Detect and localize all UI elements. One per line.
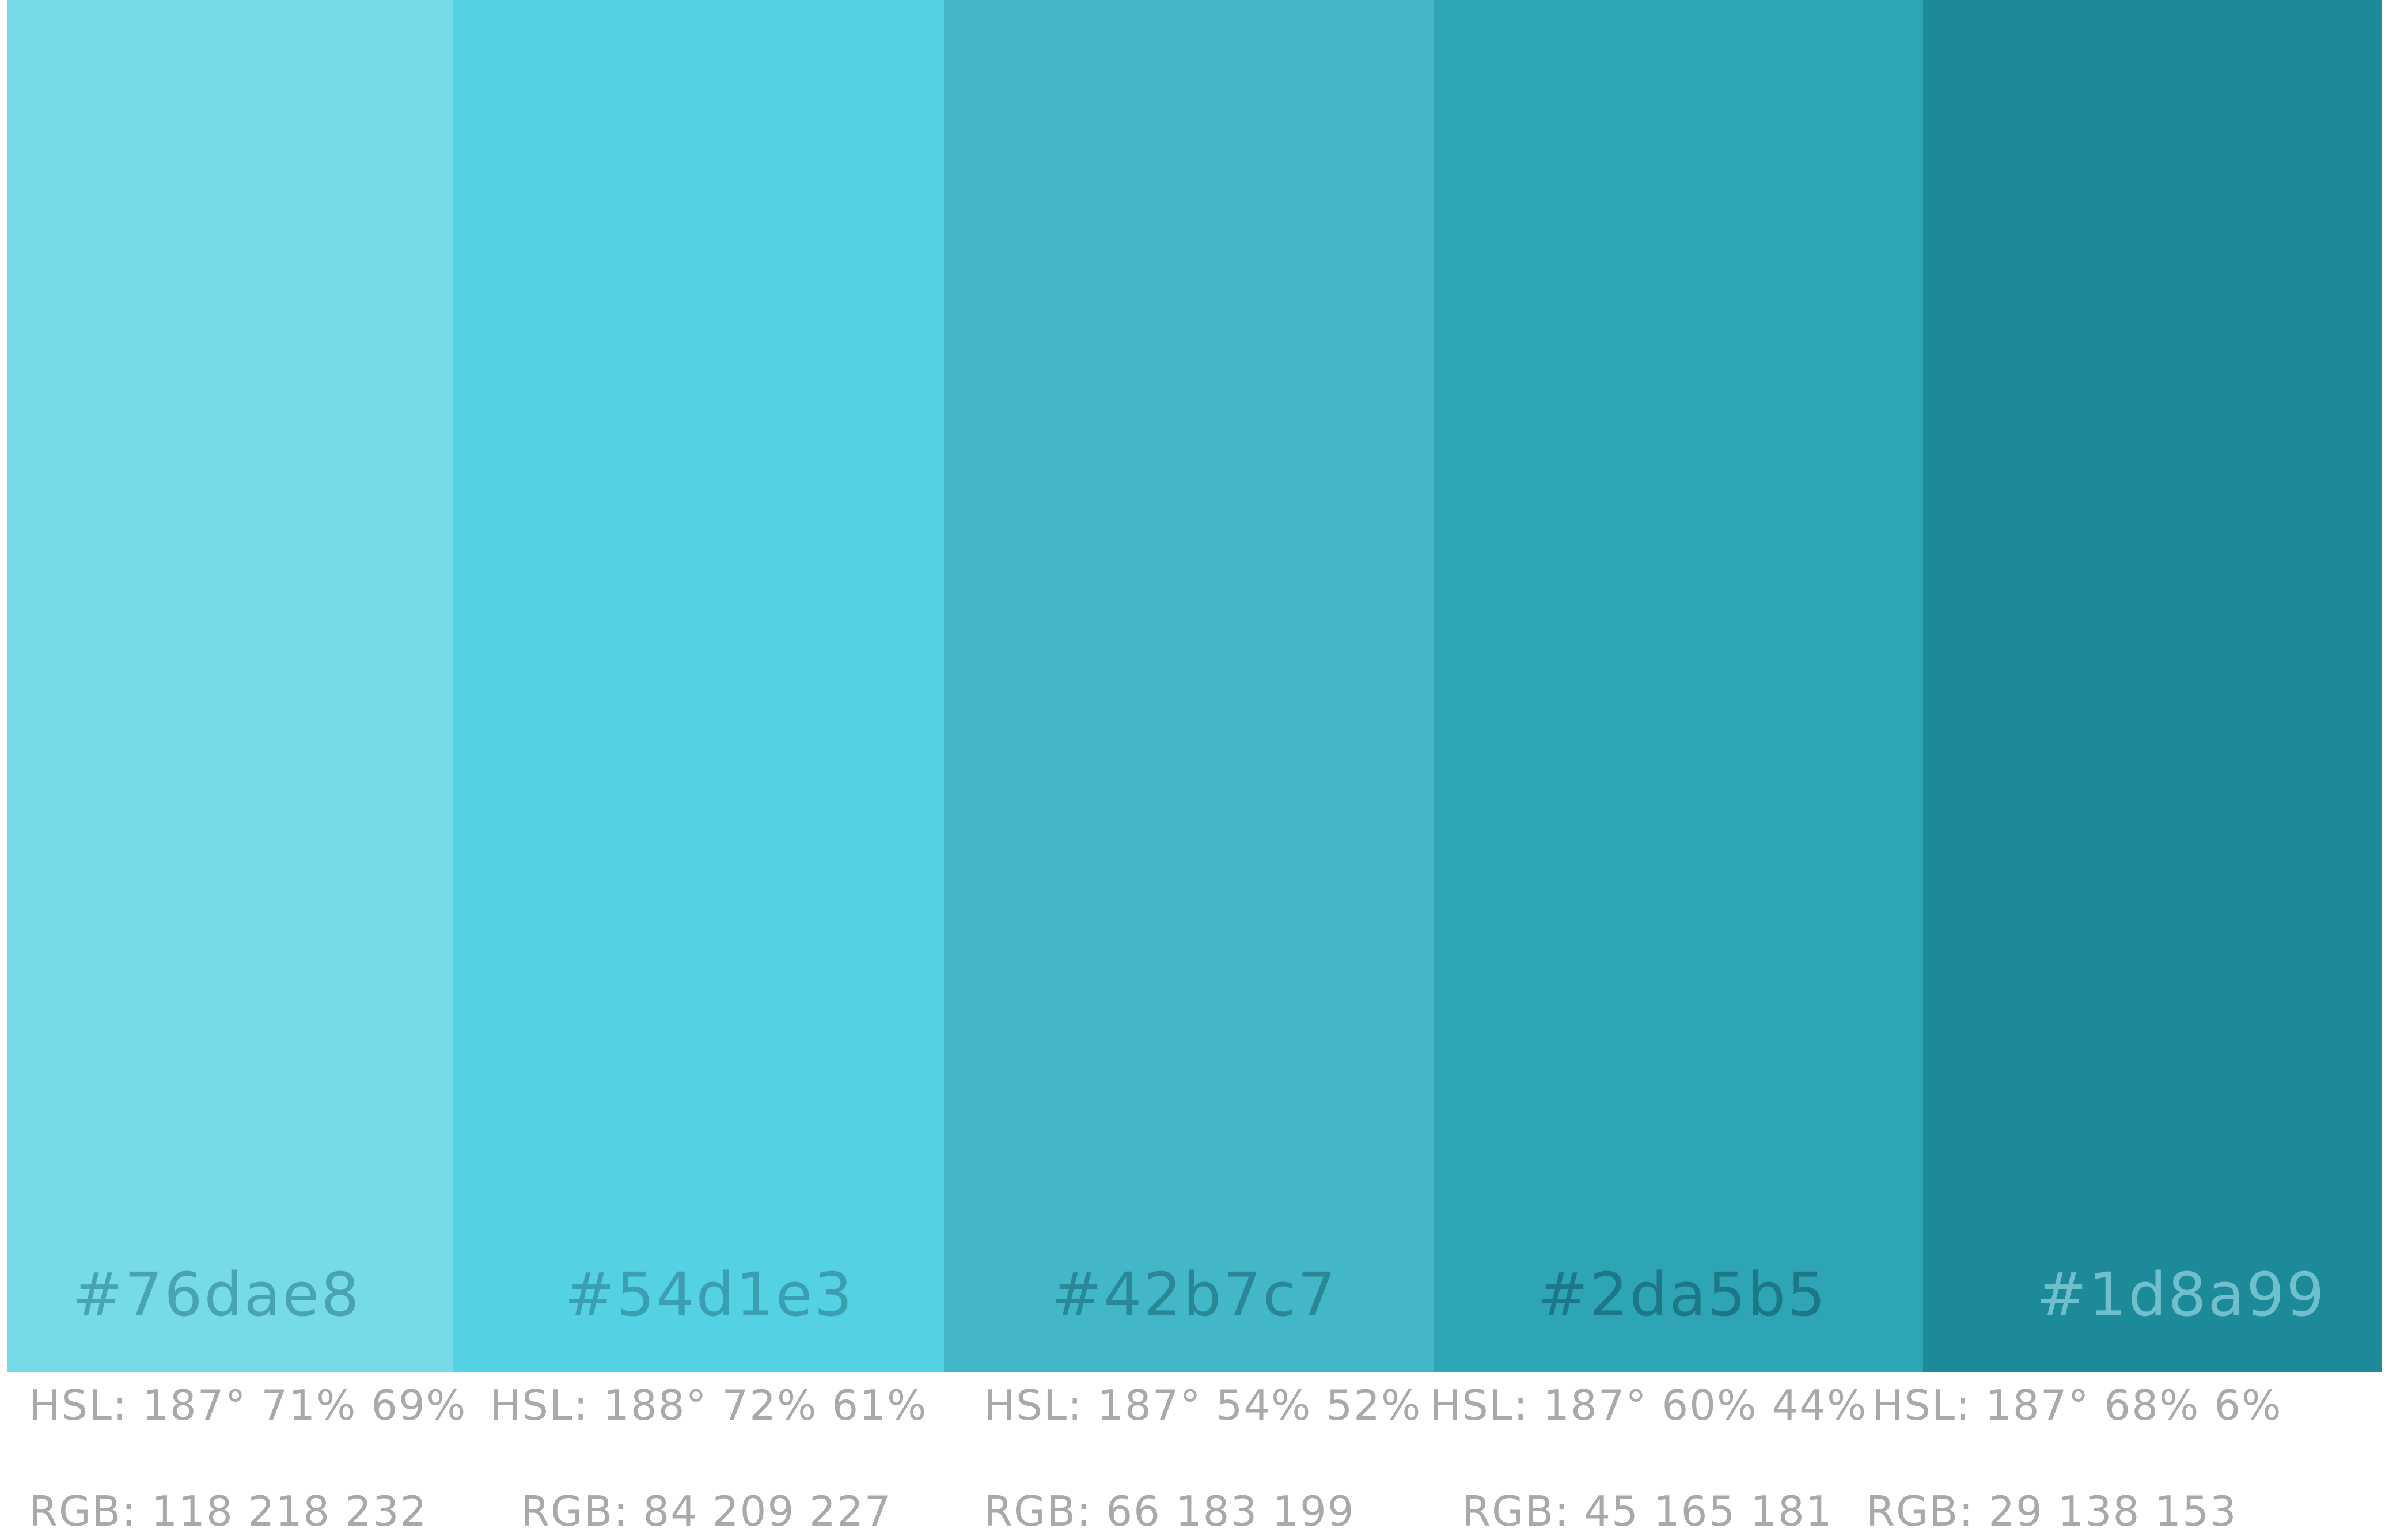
color-swatch <box>7 0 453 1372</box>
rgb-value: RGB: 118 218 232 <box>29 1487 428 1535</box>
rgb-value: RGB: 66 183 199 <box>984 1487 1355 1535</box>
hsl-value: HSL: 187° 71% 69% <box>29 1381 467 1429</box>
color-swatch <box>1923 0 2382 1372</box>
hex-code-label: #42b7c7 <box>1052 1260 1338 1330</box>
color-swatch <box>453 0 944 1372</box>
color-swatch <box>944 0 1434 1372</box>
hsl-value: HSL: 187° 54% 52% <box>984 1381 1422 1429</box>
rgb-value: RGB: 45 165 181 <box>1462 1487 1833 1535</box>
hex-code-label: #2da5b5 <box>1538 1260 1827 1330</box>
color-palette <box>7 0 2382 1372</box>
rgb-value: RGB: 84 209 227 <box>521 1487 892 1535</box>
hex-code-label: #54d1e3 <box>564 1260 854 1330</box>
hex-code-label: #1d8a99 <box>2037 1260 2326 1330</box>
hsl-value: HSL: 188° 72% 61% <box>490 1381 928 1429</box>
hex-code-label: #76dae8 <box>73 1260 361 1330</box>
color-swatch <box>1434 0 1923 1372</box>
hsl-value: HSL: 187° 60% 44% <box>1429 1381 1868 1429</box>
hsl-value: HSL: 187° 68% 6% <box>1872 1381 2282 1429</box>
rgb-value: RGB: 29 138 153 <box>1866 1487 2238 1535</box>
